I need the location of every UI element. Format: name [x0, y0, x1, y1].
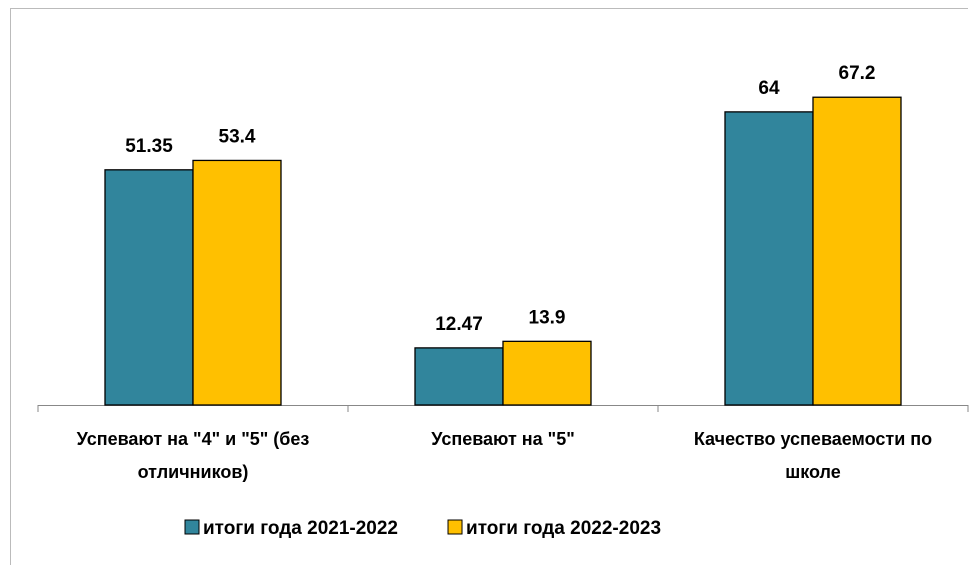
- legend-label: итоги года 2022-2023: [466, 518, 661, 539]
- legend-label: итоги года 2021-2022: [203, 518, 398, 539]
- legend-swatch: [184, 519, 200, 535]
- legend-swatch: [447, 519, 463, 535]
- bar: [812, 96, 902, 406]
- bar: [192, 159, 282, 406]
- data-label: 12.47: [435, 314, 483, 335]
- bar: [414, 347, 504, 406]
- bar: [502, 340, 592, 406]
- x-tick-label: Качество успеваемости по школе: [693, 429, 933, 482]
- data-label: 64: [758, 78, 780, 99]
- chart-frame: [10, 8, 968, 565]
- data-label: 13.9: [529, 307, 566, 328]
- data-label: 67.2: [839, 63, 876, 84]
- bar: [104, 169, 194, 406]
- data-label: 51.35: [125, 136, 173, 157]
- bar: [724, 111, 814, 406]
- x-tick-label: Успевают на "5": [431, 429, 575, 449]
- x-tick-label: Успевают на "4" и "5" (без отличников): [76, 429, 310, 482]
- data-label: 53.4: [219, 126, 256, 147]
